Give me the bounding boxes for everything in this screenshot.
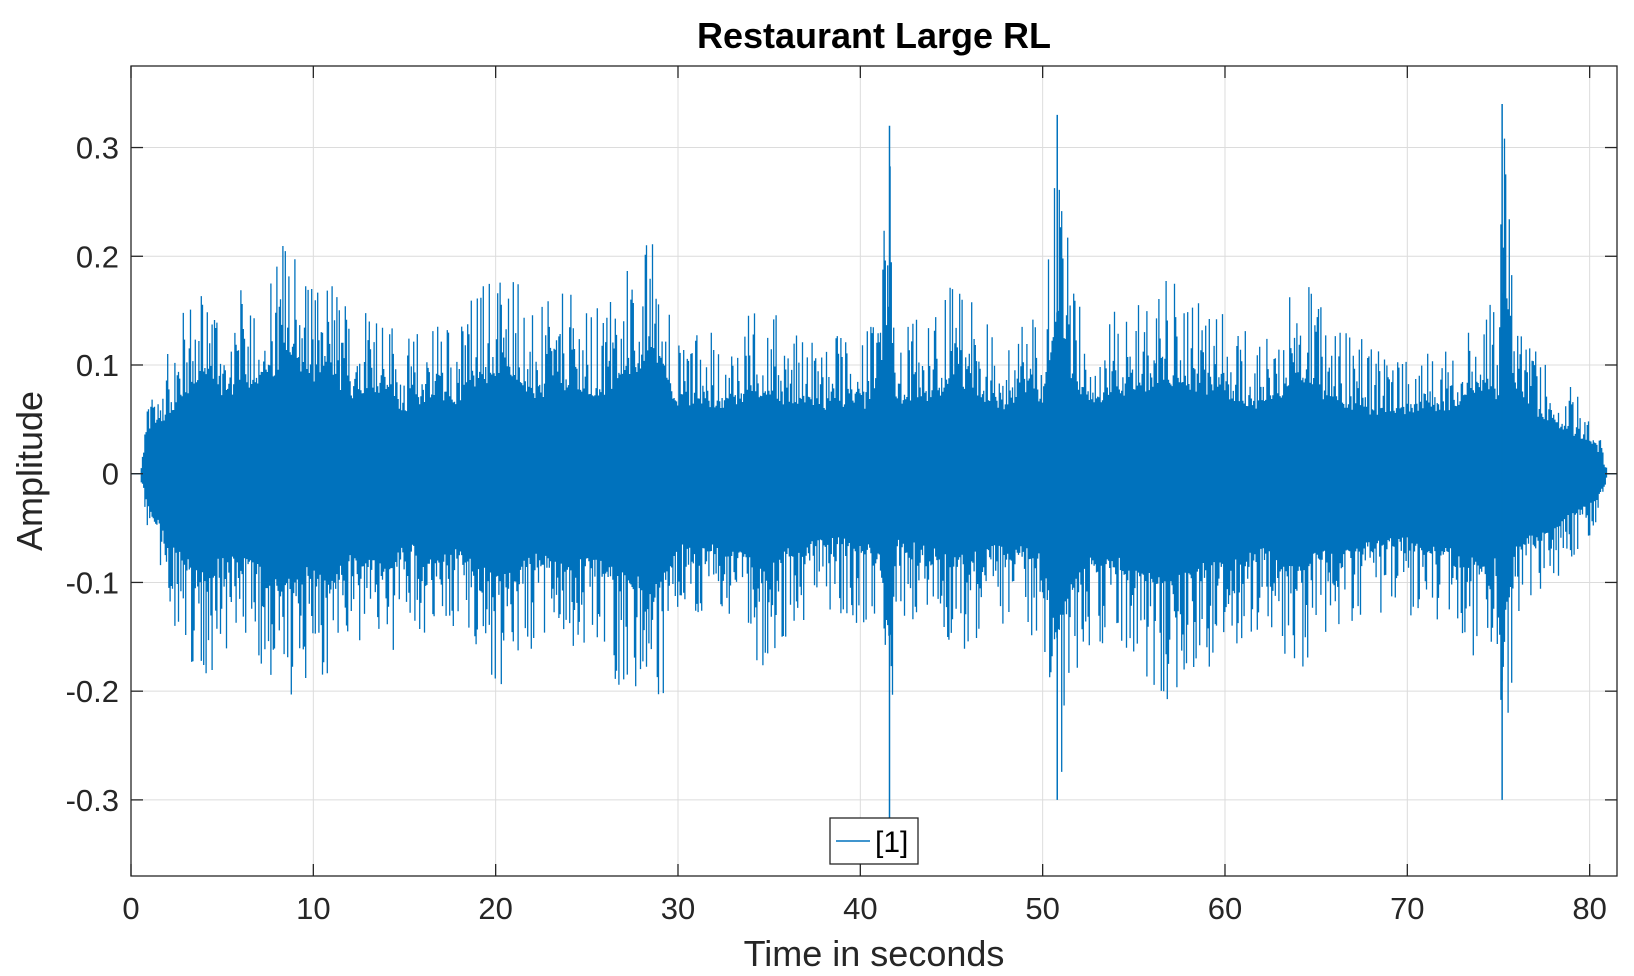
series-layer (131, 104, 1617, 822)
tick-layer: 0 10 20 30 40 50 60 70 80 -0.3 -0.2 -0.1 0 0.1 0.2 0.3 (66, 66, 1617, 926)
x-tick-label: 0 (122, 891, 139, 926)
x-tick-label: 80 (1572, 891, 1606, 926)
y-tick-label: -0.3 (66, 783, 119, 818)
legend-label: [1] (875, 826, 908, 859)
x-axis-label: Time in seconds (744, 933, 1005, 974)
x-tick-label: 10 (296, 891, 330, 926)
chart-title: Restaurant Large RL (697, 15, 1051, 56)
y-tick-label: -0.1 (66, 565, 119, 600)
x-tick-label: 50 (1025, 891, 1059, 926)
x-tick-label: 30 (661, 891, 695, 926)
x-tick-label: 40 (843, 891, 877, 926)
legend: [1] (829, 817, 919, 865)
axes-box (130, 65, 1618, 877)
y-tick-label: 0.3 (76, 131, 119, 166)
y-tick-label: 0.2 (76, 239, 119, 274)
x-tick-label: 70 (1390, 891, 1424, 926)
x-tick-label: 20 (478, 891, 512, 926)
y-tick-label: 0 (102, 457, 119, 492)
plot-area (131, 104, 1617, 822)
y-tick-label: -0.2 (66, 674, 119, 709)
y-axis-label: Amplitude (9, 391, 50, 551)
y-tick-label: 0.1 (76, 348, 119, 383)
series-waveform (140, 138, 1609, 772)
x-tick-label: 60 (1208, 891, 1242, 926)
